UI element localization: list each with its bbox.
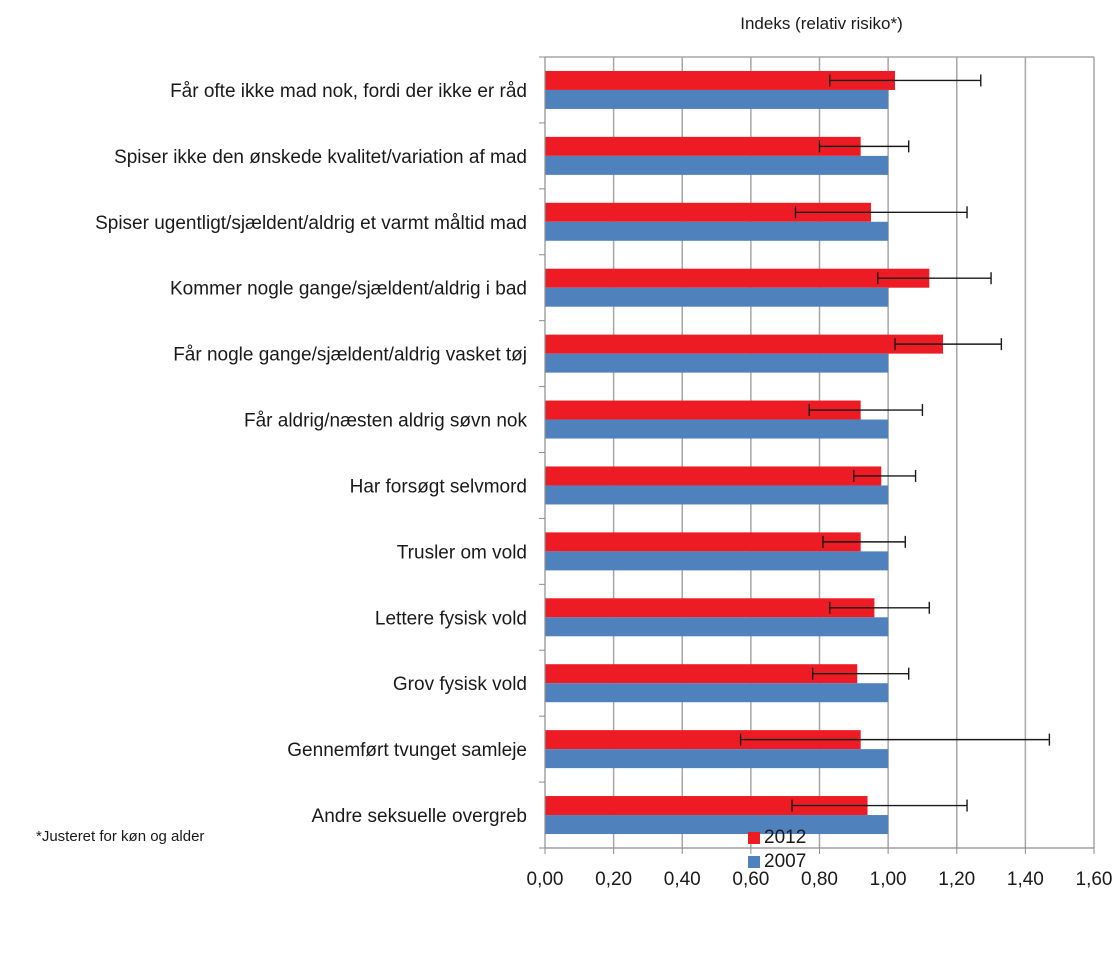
category-label: Lettere fysisk vold: [375, 608, 527, 629]
x-tick-label: 1,00: [870, 869, 907, 890]
category-label: Spiser ugentligt/sjældent/aldrig et varm…: [95, 213, 527, 234]
legend: 2012 2007: [748, 826, 806, 874]
category-label: Har forsøgt selvmord: [350, 476, 527, 497]
axis-title: Indeks (relativ risiko*): [740, 14, 903, 33]
bar-2012: [545, 70, 895, 90]
category-label: Trusler om vold: [397, 542, 527, 563]
bar-2007: [545, 419, 889, 439]
legend-label-2012: 2012: [764, 827, 807, 848]
category-label: Får aldrig/næsten aldrig søvn nok: [244, 411, 528, 432]
bars: [545, 70, 944, 835]
x-tick-label: 0,20: [595, 869, 632, 890]
bar-2007: [545, 551, 889, 571]
bar-2007: [545, 749, 889, 769]
category-label: Får ofte ikke mad nok, fordi der ikke er…: [170, 81, 527, 102]
bar-2007: [545, 485, 889, 505]
bar-2012: [545, 664, 858, 684]
bar-2007: [545, 155, 889, 175]
category-label: Får nogle gange/sjældent/aldrig vasket t…: [173, 345, 527, 366]
bar-2012: [545, 136, 861, 156]
x-tick-label: 0,60: [732, 869, 769, 890]
bar-2012: [545, 796, 868, 816]
bar-2007: [545, 221, 889, 241]
bar-2012: [545, 598, 875, 618]
legend-item-2007: 2007: [748, 850, 806, 874]
category-label: Gennemført tvunget samleje: [287, 740, 527, 761]
legend-swatch-2012: [748, 832, 760, 844]
footnote: *Justeret for køn og alder: [36, 828, 205, 845]
category-labels: Får ofte ikke mad nok, fordi der ikke er…: [95, 81, 527, 827]
gridlines: [545, 56, 1095, 848]
axes: [539, 56, 1095, 854]
bar-2007: [545, 89, 889, 109]
legend-label-2007: 2007: [764, 851, 807, 872]
bar-2007: [545, 617, 889, 637]
x-tick-label: 1,60: [1076, 869, 1113, 890]
bar-2012: [545, 268, 930, 288]
bar-2007: [545, 683, 889, 703]
bar-2007: [545, 353, 889, 373]
bar-2012: [545, 466, 882, 486]
bar-2007: [545, 287, 889, 307]
legend-swatch-2007: [748, 856, 760, 868]
x-tick-label: 0,80: [801, 869, 838, 890]
legend-item-2012: 2012: [748, 826, 806, 850]
x-tick-label: 0,00: [527, 869, 564, 890]
x-tick-labels: 0,00 0,20 0,40 0,60 0,80 1,00 1,20 1,40 1,60: [527, 869, 1113, 890]
category-label: Andre seksuelle overgreb: [312, 806, 527, 827]
category-label: Spiser ikke den ønskede kvalitet/variati…: [114, 147, 527, 168]
category-label: Grov fysisk vold: [393, 674, 527, 695]
x-tick-label: 1,40: [1007, 869, 1044, 890]
x-tick-label: 0,40: [664, 869, 701, 890]
bar-2007: [545, 815, 889, 835]
bar-2012: [545, 202, 871, 222]
bar-2012: [545, 730, 861, 750]
x-tick-label: 1,20: [938, 869, 975, 890]
error-bars: [739, 74, 1051, 812]
category-label: Kommer nogle gange/sjældent/aldrig i bad: [170, 279, 527, 300]
bar-2012: [545, 334, 944, 354]
bar-2012: [545, 532, 861, 552]
bar-2012: [545, 400, 861, 420]
